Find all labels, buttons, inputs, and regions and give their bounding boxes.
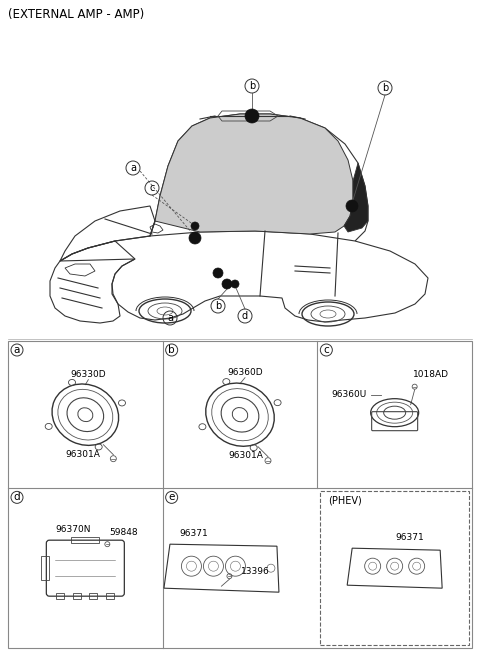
Text: 96360U: 96360U — [331, 390, 367, 400]
Text: b: b — [382, 83, 388, 93]
Bar — [8, 341, 472, 648]
Bar — [72, 537, 99, 543]
Bar — [41, 556, 49, 580]
Bar — [107, 593, 114, 599]
Text: c: c — [324, 345, 329, 355]
Text: 96330D: 96330D — [71, 370, 106, 379]
Text: (PHEV): (PHEV) — [328, 495, 362, 505]
Circle shape — [222, 279, 232, 289]
Text: b: b — [168, 345, 175, 355]
Text: a: a — [14, 345, 20, 355]
Bar — [320, 491, 469, 645]
Text: 1018AD: 1018AD — [413, 370, 449, 379]
Circle shape — [191, 222, 199, 230]
Text: 96301A: 96301A — [228, 451, 264, 460]
Text: a: a — [167, 313, 173, 323]
Text: 59848: 59848 — [109, 528, 138, 537]
Text: d: d — [14, 493, 20, 502]
Text: 96360D: 96360D — [227, 367, 263, 377]
Text: a: a — [130, 163, 136, 173]
Text: b: b — [215, 301, 221, 311]
Text: d: d — [242, 311, 248, 321]
Text: 96371: 96371 — [179, 529, 208, 538]
Text: b: b — [249, 81, 255, 91]
Text: 96301A: 96301A — [65, 449, 100, 459]
Text: 96371: 96371 — [396, 533, 424, 542]
Text: c: c — [149, 183, 155, 193]
Text: e: e — [168, 493, 175, 502]
Circle shape — [245, 109, 259, 123]
Text: (EXTERNAL AMP - AMP): (EXTERNAL AMP - AMP) — [8, 8, 144, 21]
Circle shape — [189, 232, 201, 244]
Bar — [56, 593, 64, 599]
Bar — [89, 593, 97, 599]
Polygon shape — [344, 163, 368, 232]
Circle shape — [231, 280, 239, 288]
Text: 13396: 13396 — [241, 567, 270, 576]
Polygon shape — [155, 114, 353, 234]
Text: 96370N: 96370N — [56, 525, 91, 534]
Bar — [73, 593, 81, 599]
Circle shape — [346, 200, 358, 212]
Circle shape — [213, 268, 223, 278]
